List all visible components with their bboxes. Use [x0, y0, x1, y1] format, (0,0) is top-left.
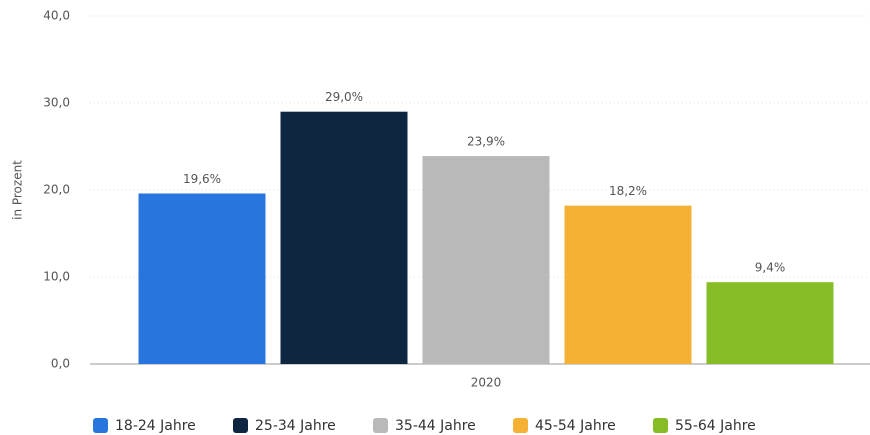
value-label: 29,0% — [325, 90, 363, 104]
y-tick-label: 30,0 — [43, 96, 70, 110]
y-axis-label: in Prozent — [11, 160, 25, 220]
legend-label: 18-24 Jahre — [115, 418, 196, 434]
legend-label: 25-34 Jahre — [255, 418, 336, 434]
y-tick-label: 20,0 — [43, 183, 70, 197]
legend: 18-24 Jahre 25-34 Jahre 35-44 Jahre 45-54 J… — [93, 418, 756, 434]
legend-label: 45-54 Jahre — [535, 418, 616, 434]
y-tick-label: 40,0 — [43, 9, 70, 23]
y-tick-label: 0,0 — [51, 357, 70, 371]
bar — [422, 156, 550, 364]
legend-label: 55-64 Jahre — [675, 418, 756, 434]
bar — [138, 193, 266, 364]
legend-swatch — [233, 418, 248, 433]
bar — [280, 111, 408, 364]
value-label: 18,2% — [609, 184, 647, 198]
legend-swatch — [513, 418, 528, 433]
legend-label: 35-44 Jahre — [395, 418, 476, 434]
value-label: 19,6% — [183, 172, 221, 186]
y-tick-label: 10,0 — [43, 270, 70, 284]
bar — [706, 282, 834, 364]
x-tick-label: 2020 — [471, 376, 502, 390]
value-label: 23,9% — [467, 135, 505, 149]
bar — [564, 205, 692, 364]
legend-swatch — [653, 418, 668, 433]
legend-swatch — [93, 418, 108, 433]
legend-swatch — [373, 418, 388, 433]
value-label: 9,4% — [755, 261, 786, 275]
